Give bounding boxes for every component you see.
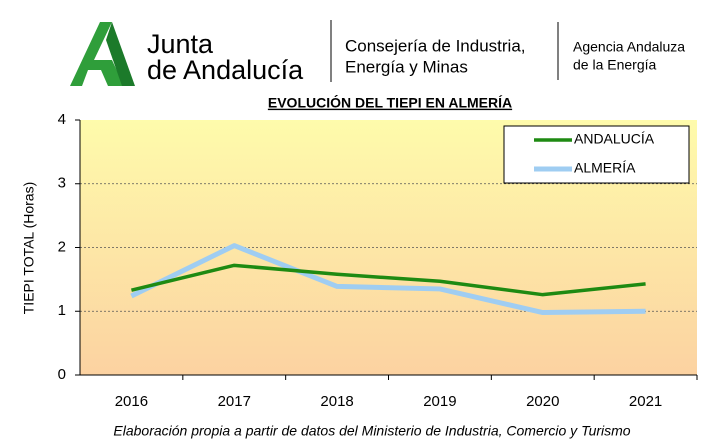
chart-title: EVOLUCIÓN DEL TIEPI EN ALMERÍA bbox=[268, 94, 512, 111]
series-line bbox=[130, 243, 646, 316]
legend-label: ALMERÍA bbox=[574, 160, 636, 176]
x-tick-label: 2021 bbox=[629, 393, 662, 410]
logo bbox=[70, 22, 135, 86]
dept-name: Consejería de Industria, bbox=[345, 36, 526, 55]
series-line bbox=[131, 263, 646, 297]
org-name: Junta bbox=[147, 29, 214, 59]
legend-label: ANDALUCÍA bbox=[574, 131, 655, 147]
x-tick-label: 2016 bbox=[115, 393, 148, 410]
caption: Elaboración propia a partir de datos del… bbox=[113, 423, 630, 439]
legend-box bbox=[503, 125, 690, 184]
agency-name: Agencia Andaluza bbox=[573, 39, 685, 55]
x-tick-label: 2020 bbox=[526, 393, 559, 410]
x-tick-label: 2018 bbox=[320, 393, 353, 410]
y-tick-label: 0 bbox=[58, 366, 66, 383]
y-tick-label: 1 bbox=[58, 302, 66, 319]
x-tick-label: 2019 bbox=[423, 393, 456, 410]
org-name: de Andalucía bbox=[147, 55, 304, 85]
y-tick-label: 3 bbox=[58, 175, 66, 192]
agency-name: de la Energía bbox=[573, 57, 656, 73]
y-axis-label: TIEPI TOTAL (Horas) bbox=[21, 182, 37, 315]
y-tick-label: 2 bbox=[58, 238, 66, 255]
dept-name: Energía y Minas bbox=[345, 57, 468, 76]
x-tick-label: 2017 bbox=[218, 393, 251, 410]
y-tick-label: 4 bbox=[58, 111, 66, 128]
